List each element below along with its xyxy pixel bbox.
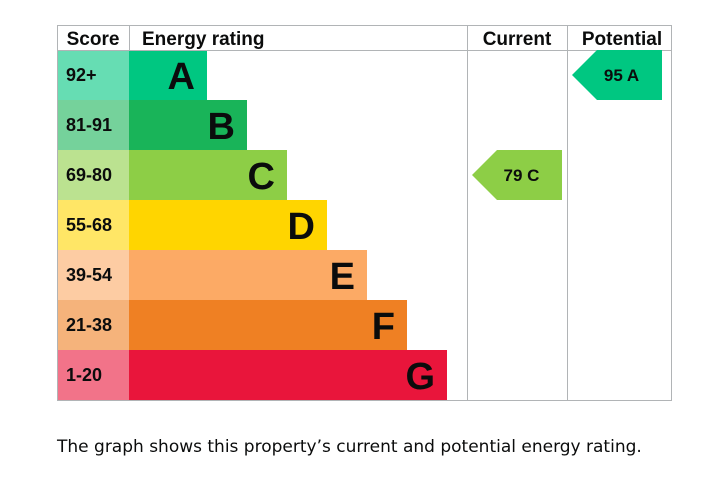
score-range-f: 21-38	[66, 315, 112, 335]
band-letter-c: C	[248, 156, 275, 198]
score-cell-g	[57, 350, 129, 400]
band-bar-f	[129, 300, 407, 350]
band-bar-e	[129, 250, 367, 300]
current-rating-arrow-label: 79 C	[504, 166, 540, 185]
band-bar-a	[129, 50, 207, 100]
score-range-b: 81-91	[66, 115, 112, 135]
score-cell-e	[57, 250, 129, 300]
potential-header: Potential	[582, 29, 662, 50]
score-range-a: 92+	[66, 65, 97, 85]
header-row: Score Energy rating Current Potential	[67, 29, 663, 50]
potential-rating-arrow-label: 95 A	[604, 66, 639, 85]
score-cell-f	[57, 300, 129, 350]
score-range-e: 39-54	[66, 265, 112, 285]
score-header: Score	[67, 29, 120, 50]
band-letter-b: B	[208, 106, 235, 148]
band-letter-e: E	[330, 256, 355, 298]
epc-chart: Score Energy rating Current Potential 92…	[57, 25, 672, 401]
current-header: Current	[483, 29, 552, 50]
current-rating-arrow	[472, 150, 562, 200]
score-cell-b	[57, 100, 129, 150]
band-letter-f: F	[372, 306, 395, 348]
score-range-c: 69-80	[66, 165, 112, 185]
score-range-d: 55-68	[66, 215, 112, 235]
potential-rating-arrow	[572, 50, 662, 100]
rating-arrows: 79 C 95 A	[472, 50, 662, 200]
chart-border	[57, 25, 672, 401]
band-bar-d	[129, 200, 327, 250]
band-letter-a: A	[168, 56, 195, 98]
band-bar-g	[129, 350, 447, 400]
score-cell-c	[57, 150, 129, 200]
score-cell-d	[57, 200, 129, 250]
score-range-g: 1-20	[66, 365, 102, 385]
grid-lines	[57, 25, 672, 401]
band-bar-b	[129, 100, 247, 150]
rating-bands: 92+ A 81-91 B 69-80 C 55-68 D 39-54 E 21-38 F 1-20 G	[57, 50, 447, 400]
band-bar-c	[129, 150, 287, 200]
score-cell-a	[57, 50, 129, 100]
band-letter-d: D	[288, 206, 315, 248]
band-letter-g: G	[405, 356, 435, 398]
chart-caption: The graph shows this property’s current …	[57, 437, 642, 457]
energy-rating-header: Energy rating	[142, 29, 264, 50]
